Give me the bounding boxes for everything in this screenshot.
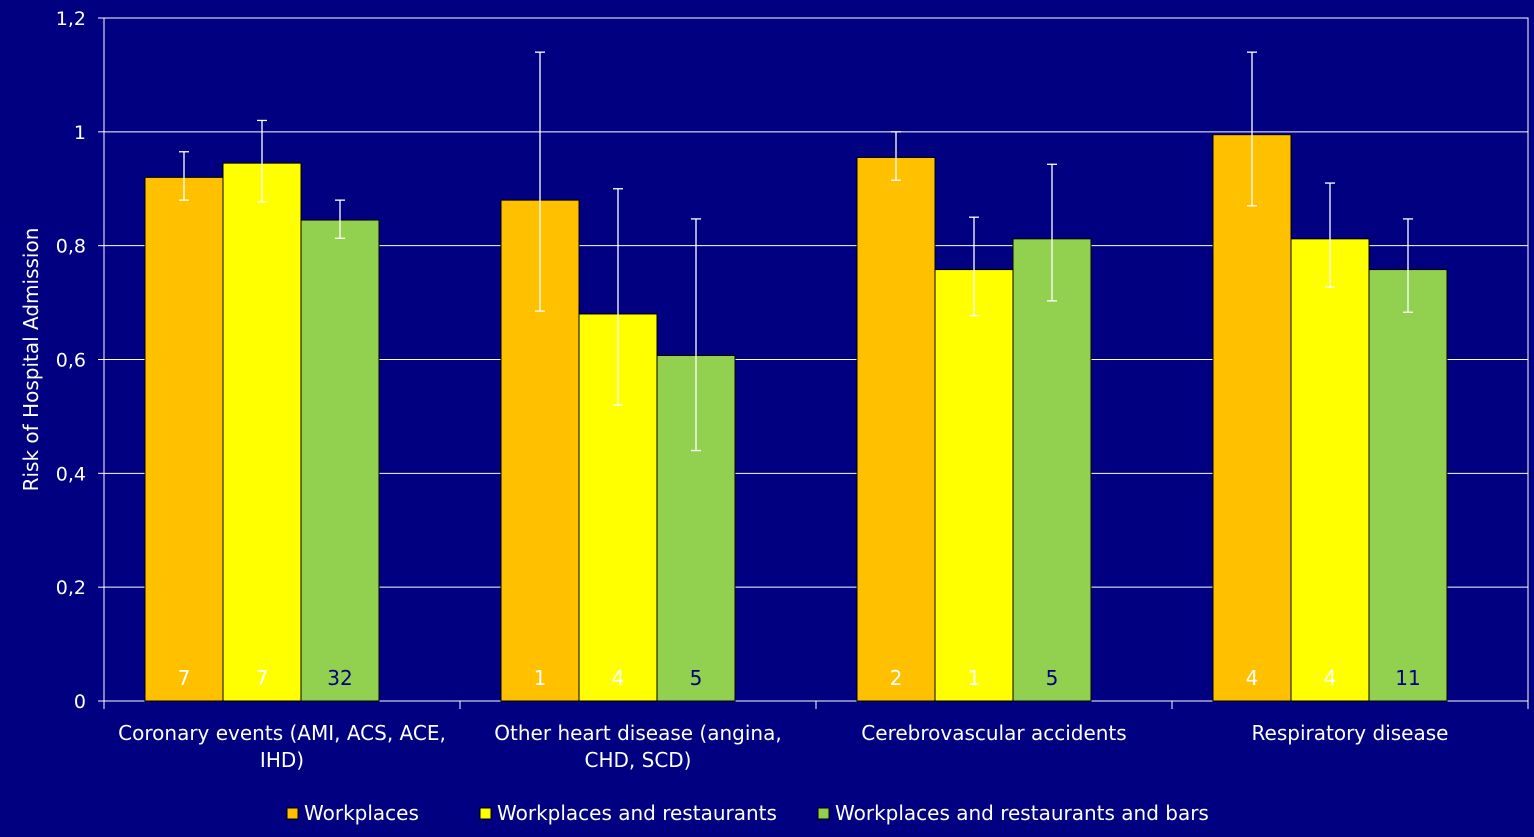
- legend-swatch: [286, 807, 299, 820]
- y-tick-label: 0,4: [56, 463, 86, 485]
- bar-count-label: 4: [612, 666, 625, 690]
- y-tick-label: 0,2: [56, 577, 86, 599]
- x-tick-label: Cerebrovascular accidents: [861, 721, 1126, 745]
- x-tick-label: IHD): [260, 748, 304, 772]
- bar: [300, 219, 380, 702]
- bar-count-label: 4: [1324, 666, 1337, 690]
- legend-label: Workplaces and restaurants: [497, 801, 777, 825]
- y-tick-label: 1: [74, 122, 86, 144]
- bar-count-label: 11: [1395, 666, 1420, 690]
- legend-swatch: [479, 807, 492, 820]
- bar-count-label: 7: [256, 666, 269, 690]
- y-tick-label: 0: [74, 691, 86, 713]
- legend-label: Workplaces and restaurants and bars: [835, 801, 1209, 825]
- bar-count-label: 5: [690, 666, 703, 690]
- bar: [1212, 134, 1292, 702]
- y-tick-label: 1,2: [56, 8, 86, 30]
- x-tick-label: Respiratory disease: [1252, 721, 1449, 745]
- legend-label: Workplaces: [304, 801, 419, 825]
- bar-count-label: 5: [1046, 666, 1059, 690]
- bar-count-label: 7: [178, 666, 191, 690]
- x-tick-label: Coronary events (AMI, ACS, ACE,: [118, 721, 446, 745]
- y-axis-label: Risk of Hospital Admission: [19, 228, 43, 492]
- bar-count-label: 4: [1246, 666, 1259, 690]
- bar: [1290, 238, 1370, 702]
- bar-count-label: 1: [534, 666, 547, 690]
- bar-count-label: 1: [968, 666, 981, 690]
- bar-count-label: 32: [327, 666, 352, 690]
- x-tick-label: Other heart disease (angina,: [494, 721, 781, 745]
- bar-count-label: 2: [890, 666, 903, 690]
- x-tick-label: CHD, SCD): [585, 748, 692, 772]
- bar: [1012, 238, 1092, 702]
- legend-swatch: [817, 807, 830, 820]
- bar: [1368, 269, 1448, 702]
- y-tick-label: 0,8: [56, 236, 86, 258]
- bar: [222, 162, 302, 702]
- y-tick-label: 0,6: [56, 350, 86, 372]
- bar: [856, 156, 936, 702]
- bar: [934, 269, 1014, 702]
- bar: [144, 176, 224, 702]
